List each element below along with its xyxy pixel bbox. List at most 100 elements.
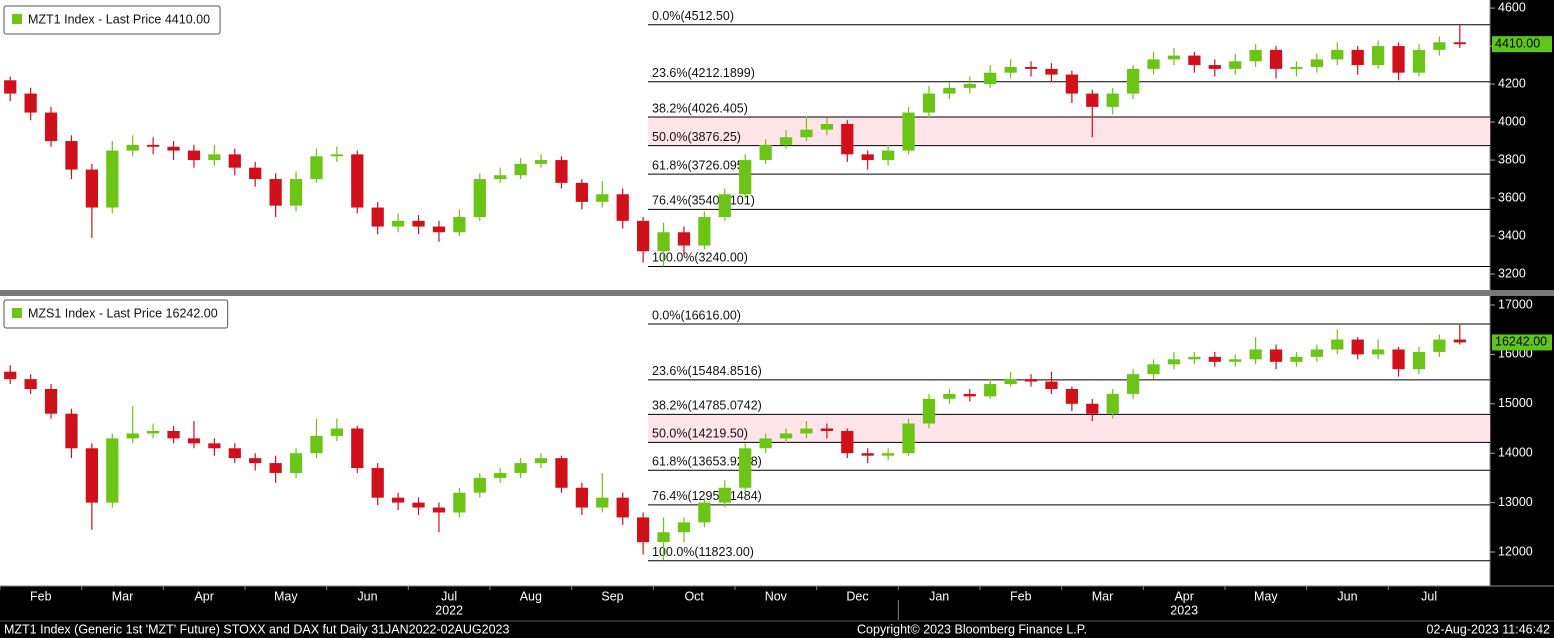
candle-body <box>534 160 548 164</box>
candle-body <box>412 502 425 508</box>
candle-body <box>698 217 711 246</box>
candle-body <box>1229 61 1242 69</box>
x-tick-label: Sep <box>601 589 623 603</box>
x-tick-label: May <box>274 589 298 603</box>
candle-body <box>392 220 405 227</box>
fib-label: 61.8%(3726.095) <box>652 158 748 172</box>
candle-body <box>1372 349 1385 355</box>
candle-body <box>657 532 670 543</box>
candle-body <box>800 428 813 434</box>
candle-body <box>575 487 588 508</box>
candle-body <box>1086 93 1099 107</box>
candle-body <box>1351 339 1364 355</box>
candle-body <box>514 163 527 176</box>
candle-body <box>902 112 915 151</box>
y-tick-label: 12000 <box>1498 544 1533 558</box>
candle-body <box>1269 49 1283 69</box>
candle-body <box>861 154 874 161</box>
candle-body <box>330 154 343 157</box>
candle-body <box>1147 59 1160 69</box>
price-tag-label: 16242.00 <box>1495 335 1547 349</box>
fib-label: 23.6%(4212.1899) <box>652 66 755 80</box>
candle-body <box>1229 359 1242 362</box>
candle-body <box>759 438 772 449</box>
candle-body <box>167 430 180 439</box>
candle-body <box>657 232 670 252</box>
candle-body <box>371 468 384 498</box>
candle-body <box>841 430 854 454</box>
fib-label: 0.0%(16616.00) <box>652 308 741 322</box>
year-label: 2023 <box>1170 603 1198 617</box>
candle-body <box>984 72 997 85</box>
x-tick-label: Jan <box>929 589 949 603</box>
candle-body <box>596 194 609 202</box>
x-tick-label: Mar <box>1092 589 1114 603</box>
candle-body <box>1412 351 1426 370</box>
candle-body <box>1372 46 1385 66</box>
y-tick-label: 3200 <box>1498 266 1526 280</box>
candle-body <box>1004 379 1017 385</box>
candle-body <box>432 507 446 513</box>
candle-body <box>1127 68 1140 94</box>
candle-body <box>882 453 895 456</box>
candle-body <box>534 458 548 464</box>
candle-body <box>147 144 160 147</box>
candle-body <box>269 463 282 473</box>
footer-left: MZT1 Index (Generic 1st 'MZT' Future) ST… <box>4 622 509 636</box>
legend-box <box>3 5 221 35</box>
candle-body <box>1024 66 1038 69</box>
candle-body <box>392 497 405 503</box>
x-tick-label: Aug <box>520 589 542 603</box>
y-tick-label: 15000 <box>1498 396 1533 410</box>
candle-body <box>1045 381 1058 389</box>
x-tick-label: Mar <box>112 589 134 603</box>
x-tick-label: Dec <box>846 589 868 603</box>
candle-body <box>922 93 936 113</box>
candle-body <box>1188 55 1201 66</box>
footer-right: 02-Aug-2023 11:46:42 <box>1427 622 1551 636</box>
x-tick-label: Jun <box>1337 589 1357 603</box>
candle-body <box>106 438 119 503</box>
x-tick-label: Nov <box>765 589 788 603</box>
price-tag-label: 4410.00 <box>1495 36 1540 50</box>
candle-body <box>1392 349 1405 370</box>
x-tick-label: Feb <box>1010 589 1032 603</box>
candle-body <box>1167 55 1181 60</box>
candle-body <box>289 453 303 473</box>
candle-body <box>1412 49 1426 73</box>
candle-body <box>187 438 201 444</box>
candle-body <box>1208 356 1221 362</box>
legend-label: MZS1 Index - Last Price 16242.00 <box>28 306 218 320</box>
candle-body <box>412 220 425 227</box>
candle-body <box>1310 59 1323 67</box>
x-tick-label: Feb <box>30 589 52 603</box>
candle-body <box>1310 349 1323 357</box>
candle-body <box>351 154 364 208</box>
candle-body <box>841 123 854 155</box>
candle-body <box>228 448 241 459</box>
x-tick-label: Apr <box>1174 589 1193 603</box>
legend-swatch <box>12 14 22 24</box>
candle-body <box>698 502 711 523</box>
candle-body <box>882 150 895 161</box>
fib-label: 50.0%(14219.50) <box>652 427 748 441</box>
candle-body <box>126 433 139 439</box>
candle-body <box>289 179 303 206</box>
fib-label: 100.0%(3240.00) <box>652 251 748 265</box>
candle-body <box>555 160 568 183</box>
y-tick-label: 17000 <box>1498 297 1533 311</box>
candle-body <box>1106 93 1119 107</box>
candle-body <box>820 123 833 130</box>
candle-body <box>1188 356 1201 360</box>
y-tick-label: 4600 <box>1498 0 1526 14</box>
candle-body <box>963 84 976 88</box>
candle-body <box>637 517 650 543</box>
candle-body <box>147 430 160 434</box>
candle-body <box>1106 393 1119 414</box>
candle-body <box>1392 46 1405 73</box>
fib-label: 0.0%(4512.50) <box>652 9 734 23</box>
candle-body <box>984 384 997 397</box>
candle-body <box>1290 66 1303 69</box>
candle-body <box>24 379 37 389</box>
